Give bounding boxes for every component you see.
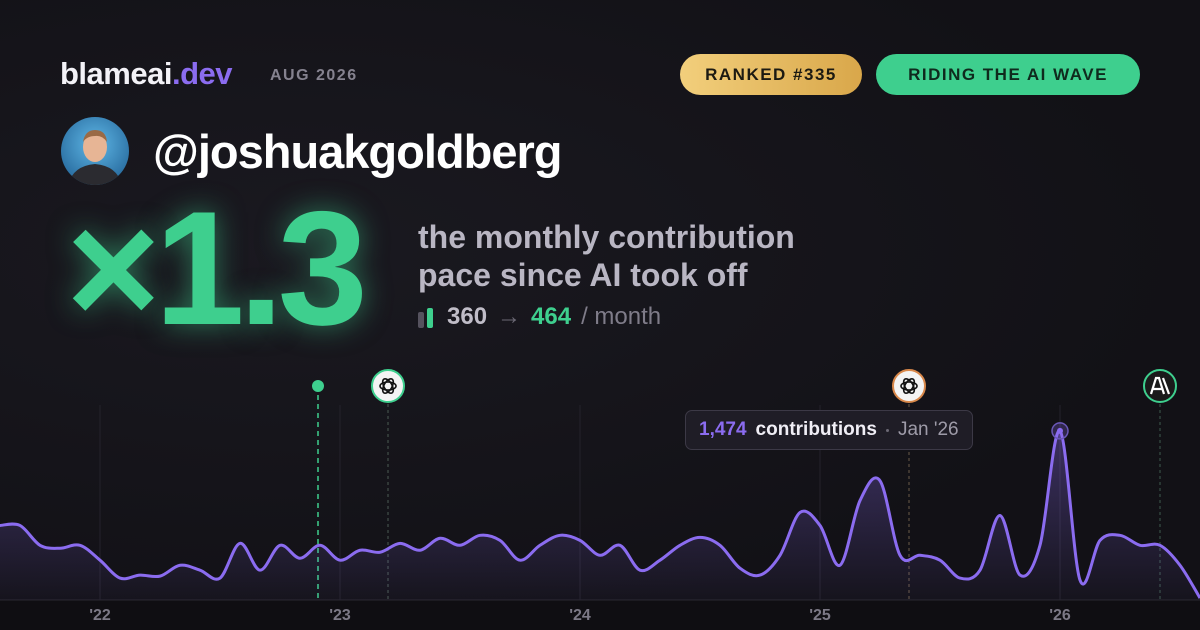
- status-badge: RIDING THE AI WAVE: [876, 54, 1140, 95]
- x-tick-label: '26: [1049, 607, 1071, 624]
- tooltip-date: Jan '26: [897, 419, 959, 440]
- tooltip-value: 1,474: [699, 419, 747, 440]
- brand-name: blameai: [60, 56, 172, 91]
- brand: blameai.dev: [60, 56, 232, 92]
- date: AUG 2026: [270, 67, 358, 84]
- pace-bar: [418, 312, 424, 328]
- pace-unit: / month: [581, 303, 662, 330]
- description: the monthly contribution: [418, 219, 795, 255]
- pace-after: 464: [531, 303, 572, 330]
- rank-badge: RANKED #335: [680, 54, 862, 95]
- x-tick-label: '25: [809, 607, 831, 624]
- x-tick-label: '22: [89, 607, 111, 624]
- brand-tld: .dev: [171, 56, 233, 91]
- description: pace since AI took off: [418, 257, 748, 293]
- tooltip-text: contributions: [755, 419, 877, 440]
- line: [0, 429, 1200, 599]
- axis-band: [0, 600, 1200, 630]
- anthropic-icon: [1143, 369, 1177, 403]
- tooltip: 1,474 contributions Jan '26: [685, 410, 973, 450]
- x-tick-label: '24: [569, 607, 591, 624]
- username: @joshuakgoldberg: [153, 125, 562, 178]
- separator: [885, 428, 889, 432]
- pace-bar: [427, 308, 433, 328]
- pace-bars: [418, 308, 433, 328]
- peak-point: [1057, 427, 1063, 434]
- avatar: [61, 117, 129, 185]
- x-tick-label: '23: [329, 607, 351, 624]
- pace: 360 → 464 / month: [418, 303, 661, 331]
- pace-arrow: →: [497, 303, 522, 330]
- multiplier: ×1.3: [66, 178, 368, 359]
- openai-icon: [371, 369, 405, 403]
- pace-before: 360: [447, 303, 488, 330]
- openai-icon: [892, 369, 926, 403]
- event-dot: [312, 380, 324, 392]
